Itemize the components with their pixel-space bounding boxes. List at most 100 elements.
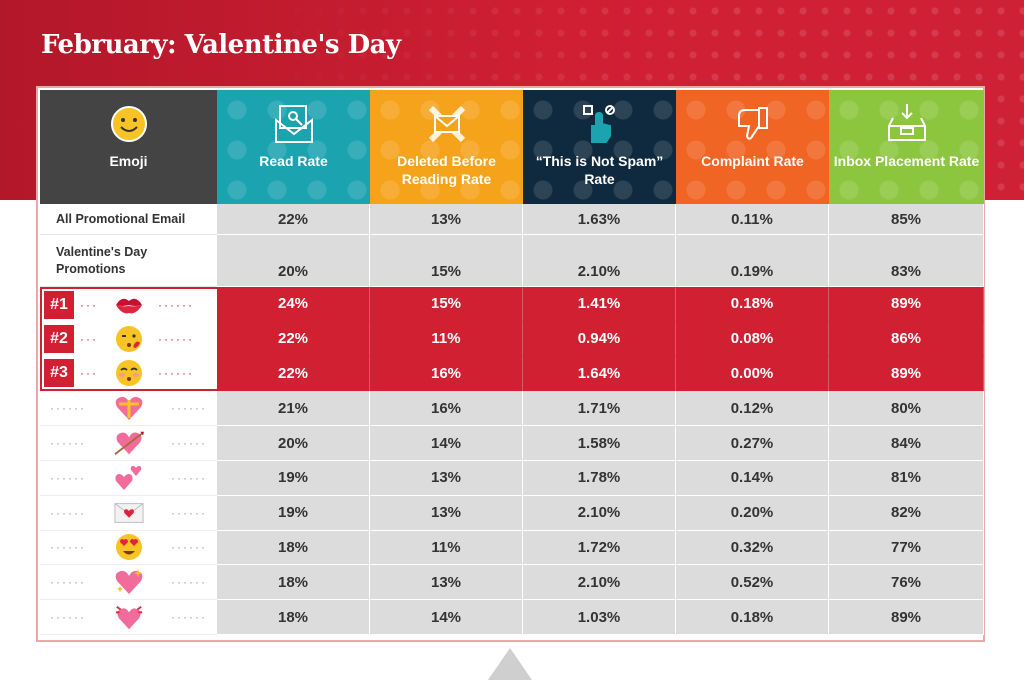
table-cell: 1.78%	[523, 460, 676, 496]
leader-dots: ···	[80, 332, 98, 347]
table-cell: 18%	[217, 530, 370, 566]
table-cell: 1.63%	[523, 204, 676, 235]
leader-dots: ······	[50, 540, 86, 555]
table-cell: 18%	[217, 565, 370, 601]
table-cell: 11%	[370, 321, 523, 357]
leader-dots: ···	[80, 298, 98, 313]
leader-dots: ······	[50, 470, 86, 485]
table-cell: 22%	[217, 204, 370, 235]
col-header-read-rate: Read Rate	[217, 90, 370, 204]
leader-dots: ······	[171, 610, 207, 625]
table-cell: 89%	[829, 600, 984, 635]
col-header-label: Emoji	[109, 153, 148, 169]
leader-dots: ······	[50, 610, 86, 625]
envelope-open-icon	[272, 102, 316, 146]
leader-dots: ······	[50, 575, 86, 590]
rank-badge: #2	[44, 325, 74, 354]
table-cell: 0.27%	[676, 426, 829, 461]
kiss-mark-icon	[114, 290, 144, 320]
emoji-label-cell: ······ ······	[40, 600, 217, 635]
table-cell: 21%	[217, 391, 370, 427]
row-label: Valentine's Day Promotions	[40, 235, 217, 287]
table-cell: 13%	[370, 495, 523, 531]
table-cell: 84%	[829, 426, 984, 461]
leader-dots: ······	[158, 365, 194, 380]
envelope-x-icon	[425, 102, 469, 146]
sparkling-heart-icon	[114, 567, 144, 597]
data-table: Emoji Read Rate Deleted Before Reading R…	[40, 90, 984, 635]
table-cell: 2.10%	[523, 495, 676, 531]
col-header-label: Complaint Rate	[701, 153, 804, 169]
table-cell: 15%	[370, 235, 523, 287]
col-header-emoji: Emoji	[40, 90, 217, 204]
col-header-label: Inbox Placement Rate	[833, 153, 980, 169]
table-cell: 0.20%	[676, 495, 829, 531]
table-cell: 1.03%	[523, 600, 676, 635]
table-cell: 11%	[370, 530, 523, 566]
rank-label-cell: #2 ··· ······	[40, 321, 217, 357]
thumbs-down-icon	[731, 102, 775, 146]
table-cell: 13%	[370, 460, 523, 496]
table-cell: 0.52%	[676, 565, 829, 601]
table-cell: 13%	[370, 204, 523, 235]
table-cell: 15%	[370, 287, 523, 322]
table-cell: 1.41%	[523, 287, 676, 322]
row-label: All Promotional Email	[40, 204, 217, 235]
emoji-label-cell: ······ ······	[40, 391, 217, 427]
col-header-not-spam: “This is Not Spam” Rate	[523, 90, 676, 204]
table-cell: 14%	[370, 426, 523, 461]
table-cell: 13%	[370, 565, 523, 601]
table-cell: 85%	[829, 204, 984, 235]
table-cell: 0.32%	[676, 530, 829, 566]
col-header-label: “This is Not Spam” Rate	[535, 153, 664, 187]
leader-dots: ······	[171, 401, 207, 416]
table-cell: 1.72%	[523, 530, 676, 566]
love-letter-icon	[113, 498, 144, 528]
pointer-triangle	[488, 648, 532, 680]
smiley-face-icon	[107, 102, 151, 146]
table-cell: 0.94%	[523, 321, 676, 357]
table-cell: 1.64%	[523, 356, 676, 392]
table-cell: 22%	[217, 356, 370, 392]
rank-label-cell: #1 ··· ······	[40, 287, 217, 322]
col-header-label: Deleted Before Reading Rate	[397, 153, 496, 187]
leader-dots: ······	[50, 401, 86, 416]
table-cell: 22%	[217, 321, 370, 357]
page-title: February: Valentine's Day	[41, 30, 401, 60]
emoji-label-cell: ······ ······	[40, 565, 217, 601]
table-cell: 0.08%	[676, 321, 829, 357]
col-header-deleted: Deleted Before Reading Rate	[370, 90, 523, 204]
table-cell: 2.10%	[523, 565, 676, 601]
emoji-label-cell: ······ ······	[40, 426, 217, 461]
leader-dots: ······	[171, 436, 207, 451]
table-cell: 0.19%	[676, 235, 829, 287]
table-cell: 19%	[217, 460, 370, 496]
leader-dots: ······	[171, 575, 207, 590]
table-cell: 24%	[217, 287, 370, 322]
leader-dots: ······	[171, 470, 207, 485]
table-cell: 89%	[829, 287, 984, 322]
leader-dots: ······	[171, 505, 207, 520]
table-cell: 0.18%	[676, 287, 829, 322]
leader-dots: ······	[171, 540, 207, 555]
heart-eyes-face-icon	[114, 532, 144, 562]
table-cell: 77%	[829, 530, 984, 566]
table-cell: 1.71%	[523, 391, 676, 427]
table-cell: 19%	[217, 495, 370, 531]
table-cell: 16%	[370, 356, 523, 392]
face-blowing-kiss-icon	[114, 324, 144, 354]
col-header-complaint: Complaint Rate	[676, 90, 829, 204]
table-cell: 89%	[829, 356, 984, 392]
heart-with-arrow-icon	[113, 428, 144, 458]
table-cell: 80%	[829, 391, 984, 427]
table-cell: 2.10%	[523, 235, 676, 287]
table-cell: 20%	[217, 235, 370, 287]
table-cell: 0.00%	[676, 356, 829, 392]
table-cell: 0.11%	[676, 204, 829, 235]
leader-dots: ······	[158, 298, 194, 313]
rank-badge: #1	[44, 291, 74, 320]
inbox-tray-icon	[885, 102, 929, 146]
heart-with-ribbon-icon	[114, 393, 144, 423]
kissing-face-closed-eyes-icon	[114, 358, 144, 388]
table-cell: 76%	[829, 565, 984, 601]
